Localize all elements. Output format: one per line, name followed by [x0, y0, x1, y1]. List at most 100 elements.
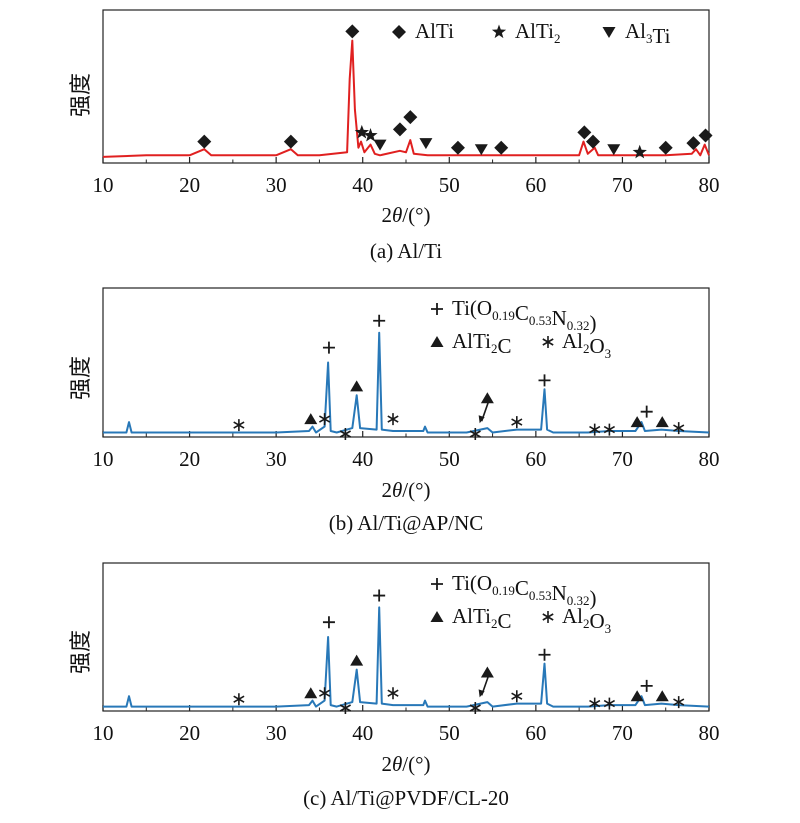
x-label-base: 2 — [381, 203, 392, 227]
legend-text: AlTi — [452, 604, 491, 628]
x-tick-label: 30 — [266, 447, 287, 471]
legend-text: ) — [590, 586, 597, 610]
peak-marker-diamond — [197, 134, 212, 149]
x-tick-label: 80 — [699, 721, 720, 745]
legend-subscript: 2 — [583, 341, 590, 356]
peak-marker-star — [363, 128, 378, 142]
panel-caption: (b) Al/Ti@AP/NC — [329, 511, 484, 535]
legend-text: O — [590, 609, 605, 633]
peak-marker-asterisk — [511, 416, 523, 429]
peak-marker-asterisk — [589, 697, 601, 710]
legend-marker-plus — [431, 578, 443, 590]
x-tick-label: 40 — [352, 721, 373, 745]
peak-marker-triangle-up — [480, 392, 494, 404]
legend-text: C — [497, 609, 511, 633]
peak-marker-triangle-up — [480, 666, 494, 678]
peak-marker-triangle-up — [630, 416, 644, 428]
x-tick-label: 40 — [352, 447, 373, 471]
legend-marker-plus — [431, 303, 443, 315]
legend-label-1: Ti(O0.19C0.53N0.32) — [452, 571, 597, 610]
legend-marker-asterisk — [542, 611, 554, 623]
legend-marker-diamond — [392, 25, 406, 39]
legend-subscript: 0.53 — [529, 313, 552, 328]
legend-text: C — [515, 301, 529, 325]
peak-marker-diamond — [345, 24, 360, 39]
legend-text: Al — [562, 604, 583, 628]
peak-marker-triangle-down — [607, 144, 621, 156]
legend-label-3: Al2O3 — [562, 604, 611, 636]
legend-label-2: AlTi2C — [452, 329, 511, 358]
x-tick-label: 70 — [612, 173, 633, 197]
peak-marker-star — [354, 124, 369, 139]
legend-text: Ti(O — [452, 296, 492, 320]
peak-marker-diamond — [686, 136, 701, 151]
peak-marker-triangle-up — [655, 690, 669, 702]
peak-marker-triangle-up — [304, 687, 318, 699]
legend-subscript: 0.19 — [492, 308, 515, 323]
legend-text: N — [552, 581, 567, 605]
legend-label-3: Al3Ti — [625, 19, 671, 48]
x-tick-label: 20 — [179, 721, 200, 745]
y-axis-label: 强度 — [68, 73, 93, 117]
y-axis-label: 强度 — [68, 630, 93, 674]
plot-frame — [102, 287, 710, 438]
peak-marker-plus — [373, 314, 386, 327]
x-tick-label: 50 — [439, 721, 460, 745]
xrd-pattern-line — [103, 606, 710, 708]
peak-marker-star — [632, 144, 647, 159]
x-tick-label: 20 — [179, 173, 200, 197]
peak-marker-diamond — [658, 140, 673, 155]
peak-marker-diamond — [698, 128, 713, 143]
peak-marker-asterisk — [339, 428, 351, 440]
xrd-panel-2: 10 20 30 40 50 60 70 80Ti(O0.19C0.53N0.32)AlTi2… — [68, 287, 720, 535]
legend-text: Al — [562, 329, 583, 353]
peak-marker-asterisk — [673, 696, 685, 709]
peak-marker-plus — [373, 589, 386, 602]
peak-marker-diamond — [450, 140, 465, 155]
x-tick-label: 10 — [93, 721, 114, 745]
legend-text: Ti(O — [452, 571, 492, 595]
x-tick-label: 70 — [612, 447, 633, 471]
legend-text: Al — [625, 19, 646, 43]
x-tick-label: 10 — [93, 173, 114, 197]
peak-marker-asterisk — [673, 422, 685, 435]
xrd-pattern-line — [102, 39, 710, 158]
legend-subscript: 2 — [491, 616, 498, 631]
legend-subscript: 2 — [554, 31, 561, 46]
peak-marker-triangle-down — [474, 144, 488, 156]
peak-marker-triangle-up — [630, 690, 644, 702]
peak-marker-diamond — [577, 125, 592, 140]
legend-subscript: 3 — [646, 31, 653, 46]
legend-text: C — [497, 334, 511, 358]
peak-marker-diamond — [392, 122, 407, 137]
legend-subscript: 3 — [605, 346, 612, 361]
legend-subscript: 0.19 — [492, 583, 515, 598]
peak-marker-plus — [538, 648, 551, 661]
xrd-panel-3: 10 20 30 40 50 60 70 80Ti(O0.19C0.53N0.32)AlTi2… — [68, 562, 720, 810]
peak-marker-plus — [640, 679, 653, 692]
peak-marker-plus — [322, 616, 335, 629]
x-tick-label: 30 — [266, 721, 287, 745]
legend-text: O — [590, 334, 605, 358]
legend-text: Ti — [653, 24, 671, 48]
peak-marker-plus — [640, 405, 653, 418]
peak-marker-asterisk — [339, 702, 351, 714]
x-tick-label: 50 — [439, 173, 460, 197]
x-tick-label: 80 — [699, 447, 720, 471]
x-label-theta: θ — [392, 478, 402, 502]
panel-caption: (a) Al/Ti — [370, 239, 442, 263]
peak-marker-triangle-up — [655, 416, 669, 428]
peak-marker-asterisk — [603, 697, 615, 710]
peak-marker-plus — [322, 341, 335, 354]
peak-marker-asterisk — [233, 419, 245, 432]
plot-frame — [102, 9, 710, 164]
peak-marker-diamond — [585, 134, 600, 149]
legend-text: AlTi — [515, 19, 554, 43]
x-tick-label: 60 — [525, 447, 546, 471]
x-axis-label: 2θ/(°) — [381, 752, 430, 776]
peak-arrow-head — [478, 689, 485, 698]
plot-frame — [102, 562, 710, 712]
x-label-unit: /(°) — [402, 478, 430, 502]
legend-text: AlTi — [415, 19, 454, 43]
